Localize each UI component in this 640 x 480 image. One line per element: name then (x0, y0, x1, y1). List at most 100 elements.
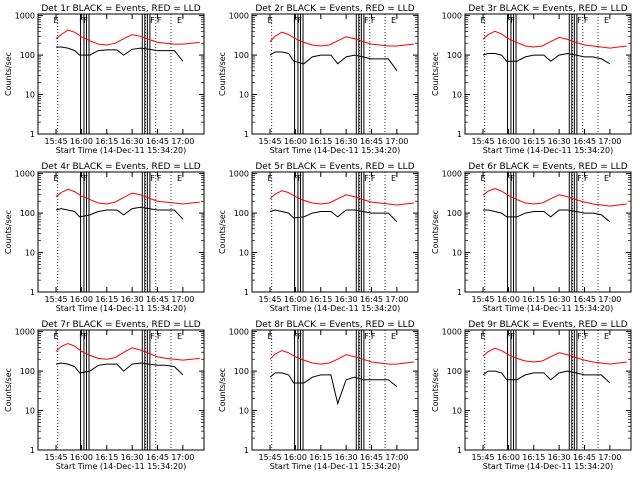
series-lld-line (482, 347, 627, 365)
x-tick-label: 15:45 (45, 453, 68, 462)
x-axis-label: Start Time (14-Dec-11 15:34:20) (270, 304, 401, 313)
panel-title: Det 1r BLACK = Events, RED = LLD (41, 4, 200, 14)
x-axis-label: Start Time (14-Dec-11 15:34:20) (56, 462, 187, 471)
flag-label: F (506, 332, 511, 341)
x-tick-label: 15:45 (259, 295, 282, 304)
flag-label: F (297, 332, 302, 341)
x-tick-label: 17:00 (385, 453, 408, 462)
x-tick-label: 15:45 (472, 453, 495, 462)
x-tick-label: 16:15 (95, 295, 118, 304)
flag-label: E (391, 16, 396, 25)
plot-frame (37, 171, 205, 293)
flag-label: F (157, 16, 162, 25)
flag-label: F (510, 174, 515, 183)
y-axis-label: Counts/sec (431, 368, 440, 412)
flag-label: E (481, 174, 486, 183)
x-tick-label: 16:45 (360, 295, 383, 304)
series-lld-line (482, 187, 627, 207)
x-tick-label: 17:00 (385, 137, 408, 146)
series-events-line (55, 206, 184, 220)
x-axis-label: Start Time (14-Dec-11 15:34:20) (270, 462, 401, 471)
x-tick-label: 15:45 (472, 137, 495, 146)
x-tick-label: 17:00 (598, 453, 621, 462)
x-tick-label: 16:45 (573, 137, 596, 146)
flag-label: F (584, 174, 589, 183)
x-tick-label: 16:30 (335, 137, 358, 146)
plot-frame (251, 13, 419, 135)
series-lld-line (269, 31, 414, 47)
plot-frame (37, 329, 205, 451)
flag-label: E (481, 16, 486, 25)
x-tick-label: 16:30 (548, 137, 571, 146)
y-tick-label: 1000 (229, 12, 249, 21)
panel-title: Det 7r BLACK = Events, RED = LLD (41, 320, 200, 330)
x-tick-label: 16:00 (284, 137, 307, 146)
flag-label: F (293, 16, 298, 25)
x-tick-label: 16:15 (522, 295, 545, 304)
x-tick-label: 17:00 (385, 295, 408, 304)
x-tick-label: 16:30 (335, 295, 358, 304)
flag-label: E (177, 16, 182, 25)
series-lld-line (55, 342, 200, 361)
x-tick-label: 16:45 (360, 453, 383, 462)
x-tick-label: 16:00 (497, 453, 520, 462)
flag-label: F (157, 332, 162, 341)
flag-label: F (364, 332, 369, 341)
flag-label: F (83, 16, 88, 25)
y-tick-label: 10 (25, 249, 35, 258)
y-tick-label: 1 (30, 288, 35, 297)
flag-label: F (577, 16, 582, 25)
series-lld-line (55, 29, 200, 46)
flag-label: E (391, 174, 396, 183)
y-axis-label: Counts/sec (218, 368, 227, 412)
y-tick-label: 10 (25, 91, 35, 100)
y-tick-label: 100 (20, 367, 35, 376)
x-tick-label: 16:15 (309, 453, 332, 462)
y-tick-label: 100 (447, 367, 462, 376)
series-lld-line (269, 350, 414, 365)
flag-label: E (604, 332, 609, 341)
x-tick-label: 17:00 (598, 137, 621, 146)
y-tick-label: 1000 (15, 170, 35, 179)
x-tick-label: 16:30 (121, 295, 144, 304)
x-axis-label: Start Time (14-Dec-11 15:34:20) (483, 146, 614, 155)
y-tick-label: 1000 (442, 328, 462, 337)
y-axis-label: Counts/sec (218, 52, 227, 96)
x-tick-label: 17:00 (171, 453, 194, 462)
flag-label: E (54, 16, 59, 25)
x-tick-label: 16:00 (70, 453, 93, 462)
flag-label: F (577, 174, 582, 183)
x-tick-label: 17:00 (171, 295, 194, 304)
y-tick-label: 1000 (15, 12, 35, 21)
flag-label: F (79, 332, 84, 341)
flag-label: F (293, 332, 298, 341)
flag-label: F (506, 16, 511, 25)
flag-label: E (177, 174, 182, 183)
flag-label: F (371, 332, 376, 341)
y-axis-label: Counts/sec (218, 210, 227, 254)
x-tick-label: 16:00 (284, 295, 307, 304)
panel-det-9: Det 9r BLACK = Events, RED = LLD 1 10 100 10… (431, 320, 632, 471)
y-tick-label: 100 (234, 51, 249, 60)
flag-label: F (150, 174, 155, 183)
panel-title: Det 8r BLACK = Events, RED = LLD (255, 320, 414, 330)
x-tick-label: 16:15 (309, 137, 332, 146)
series-events-line (482, 52, 611, 65)
series-events-line (269, 372, 398, 406)
y-tick-label: 1 (244, 446, 249, 455)
series-lld-line (482, 30, 627, 49)
panel-det-4: Det 4r BLACK = Events, RED = LLD 1 10 100 10… (4, 162, 205, 313)
panel-title: Det 6r BLACK = Events, RED = LLD (468, 162, 627, 172)
y-tick-label: 1 (457, 288, 462, 297)
plot-frame (251, 171, 419, 293)
x-tick-label: 16:15 (95, 137, 118, 146)
flag-label: F (371, 174, 376, 183)
x-tick-label: 16:30 (548, 453, 571, 462)
y-tick-label: 100 (20, 51, 35, 60)
series-events-line (269, 51, 398, 72)
x-tick-label: 16:00 (497, 295, 520, 304)
y-tick-label: 1000 (442, 170, 462, 179)
x-tick-label: 16:15 (522, 137, 545, 146)
x-tick-label: 16:45 (573, 295, 596, 304)
